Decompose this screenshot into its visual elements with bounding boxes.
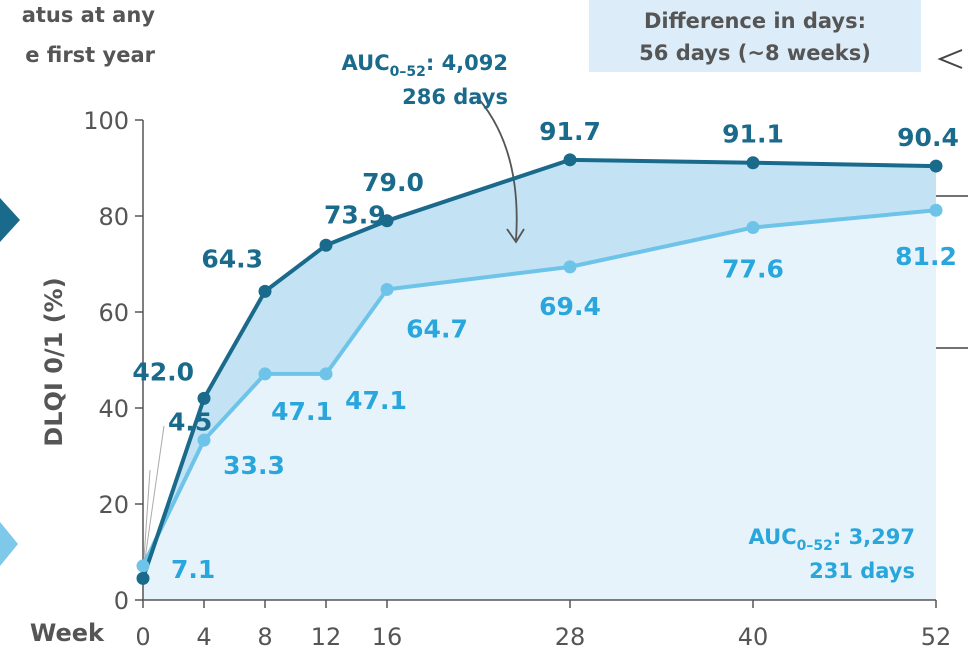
x-tick-label: 8 (257, 623, 272, 651)
x-tick-label: 12 (311, 623, 342, 651)
data-label-light: 33.3 (223, 451, 285, 480)
title-line-2: e first year (25, 43, 155, 67)
callout-line-1: Difference in days: (644, 9, 866, 33)
title-line-1: atus at any (22, 3, 156, 27)
data-point-light (929, 203, 943, 217)
data-label-dark: 79.0 (362, 168, 424, 197)
callout-box (589, 0, 921, 72)
data-point-light (380, 282, 394, 296)
data-label-light: 81.2 (895, 242, 957, 271)
y-tick-label: 80 (98, 203, 129, 231)
data-point-dark (563, 153, 577, 167)
x-tick-label: 52 (921, 623, 952, 651)
y-tick-label: 100 (83, 107, 129, 135)
area-under-light-series (143, 210, 936, 601)
x-tick-label: 40 (738, 623, 769, 651)
data-point-light (258, 367, 272, 381)
callout-arrow-icon (937, 49, 963, 69)
callout-line-2: 56 days (~8 weeks) (639, 41, 871, 65)
data-label-dark: 64.3 (201, 244, 263, 273)
data-label-light: 47.1 (345, 386, 407, 415)
data-label-light: 77.6 (722, 255, 784, 284)
data-point-dark (258, 284, 272, 298)
data-label-dark: 91.1 (722, 120, 784, 149)
data-label-dark: 4.5 (168, 407, 212, 436)
data-label-dark: 73.9 (324, 200, 386, 229)
x-axis-title: Week (30, 619, 105, 647)
auc-bottom-label: AUC0–52: 3,297 (749, 525, 915, 554)
data-point-light (319, 367, 333, 381)
data-point-dark (929, 159, 943, 173)
series-line-dark (141, 157, 937, 580)
left-arrow-dark-icon (0, 198, 20, 242)
auc-arrow-line (477, 97, 518, 241)
data-point-light (563, 260, 577, 274)
data-point-light (746, 221, 760, 235)
area-between-series (143, 159, 936, 579)
y-tick-label: 60 (98, 299, 129, 327)
auc-bottom-days: 231 days (809, 559, 915, 583)
x-tick-label: 4 (196, 623, 211, 651)
data-label-light: 69.4 (539, 292, 601, 321)
data-point-dark (319, 238, 333, 252)
x-tick-label: 28 (555, 623, 586, 651)
leader-line-light-0 (142, 469, 151, 574)
data-point-dark (380, 214, 394, 228)
auc-top-days: 286 days (402, 85, 508, 109)
data-point-dark (746, 156, 760, 170)
left-arrow-light-icon (0, 522, 18, 566)
y-tick-label: 20 (98, 491, 129, 519)
y-axis-title: DLQI 0/1 (%) (40, 277, 68, 446)
auc-arrow-head-icon (506, 228, 525, 244)
data-label-light: 64.7 (406, 314, 468, 343)
data-point-light (136, 559, 150, 573)
data-point-dark (136, 571, 150, 585)
data-point-light (197, 433, 211, 447)
auc-top-label: AUC0–52: 4,092 (342, 51, 508, 80)
x-tick-label: 0 (135, 623, 150, 651)
y-tick-label: 0 (114, 587, 129, 615)
data-label-light: 7.1 (171, 555, 215, 584)
x-tick-label: 16 (372, 623, 403, 651)
leader-line-dark-0 (142, 425, 165, 574)
data-point-dark (197, 391, 211, 405)
y-tick-label: 40 (98, 395, 129, 423)
series-line-light (141, 208, 937, 567)
data-label-light: 47.1 (271, 397, 333, 426)
data-label-dark: 42.0 (132, 357, 194, 386)
data-label-dark: 90.4 (897, 123, 959, 152)
data-label-dark: 91.7 (539, 117, 601, 146)
